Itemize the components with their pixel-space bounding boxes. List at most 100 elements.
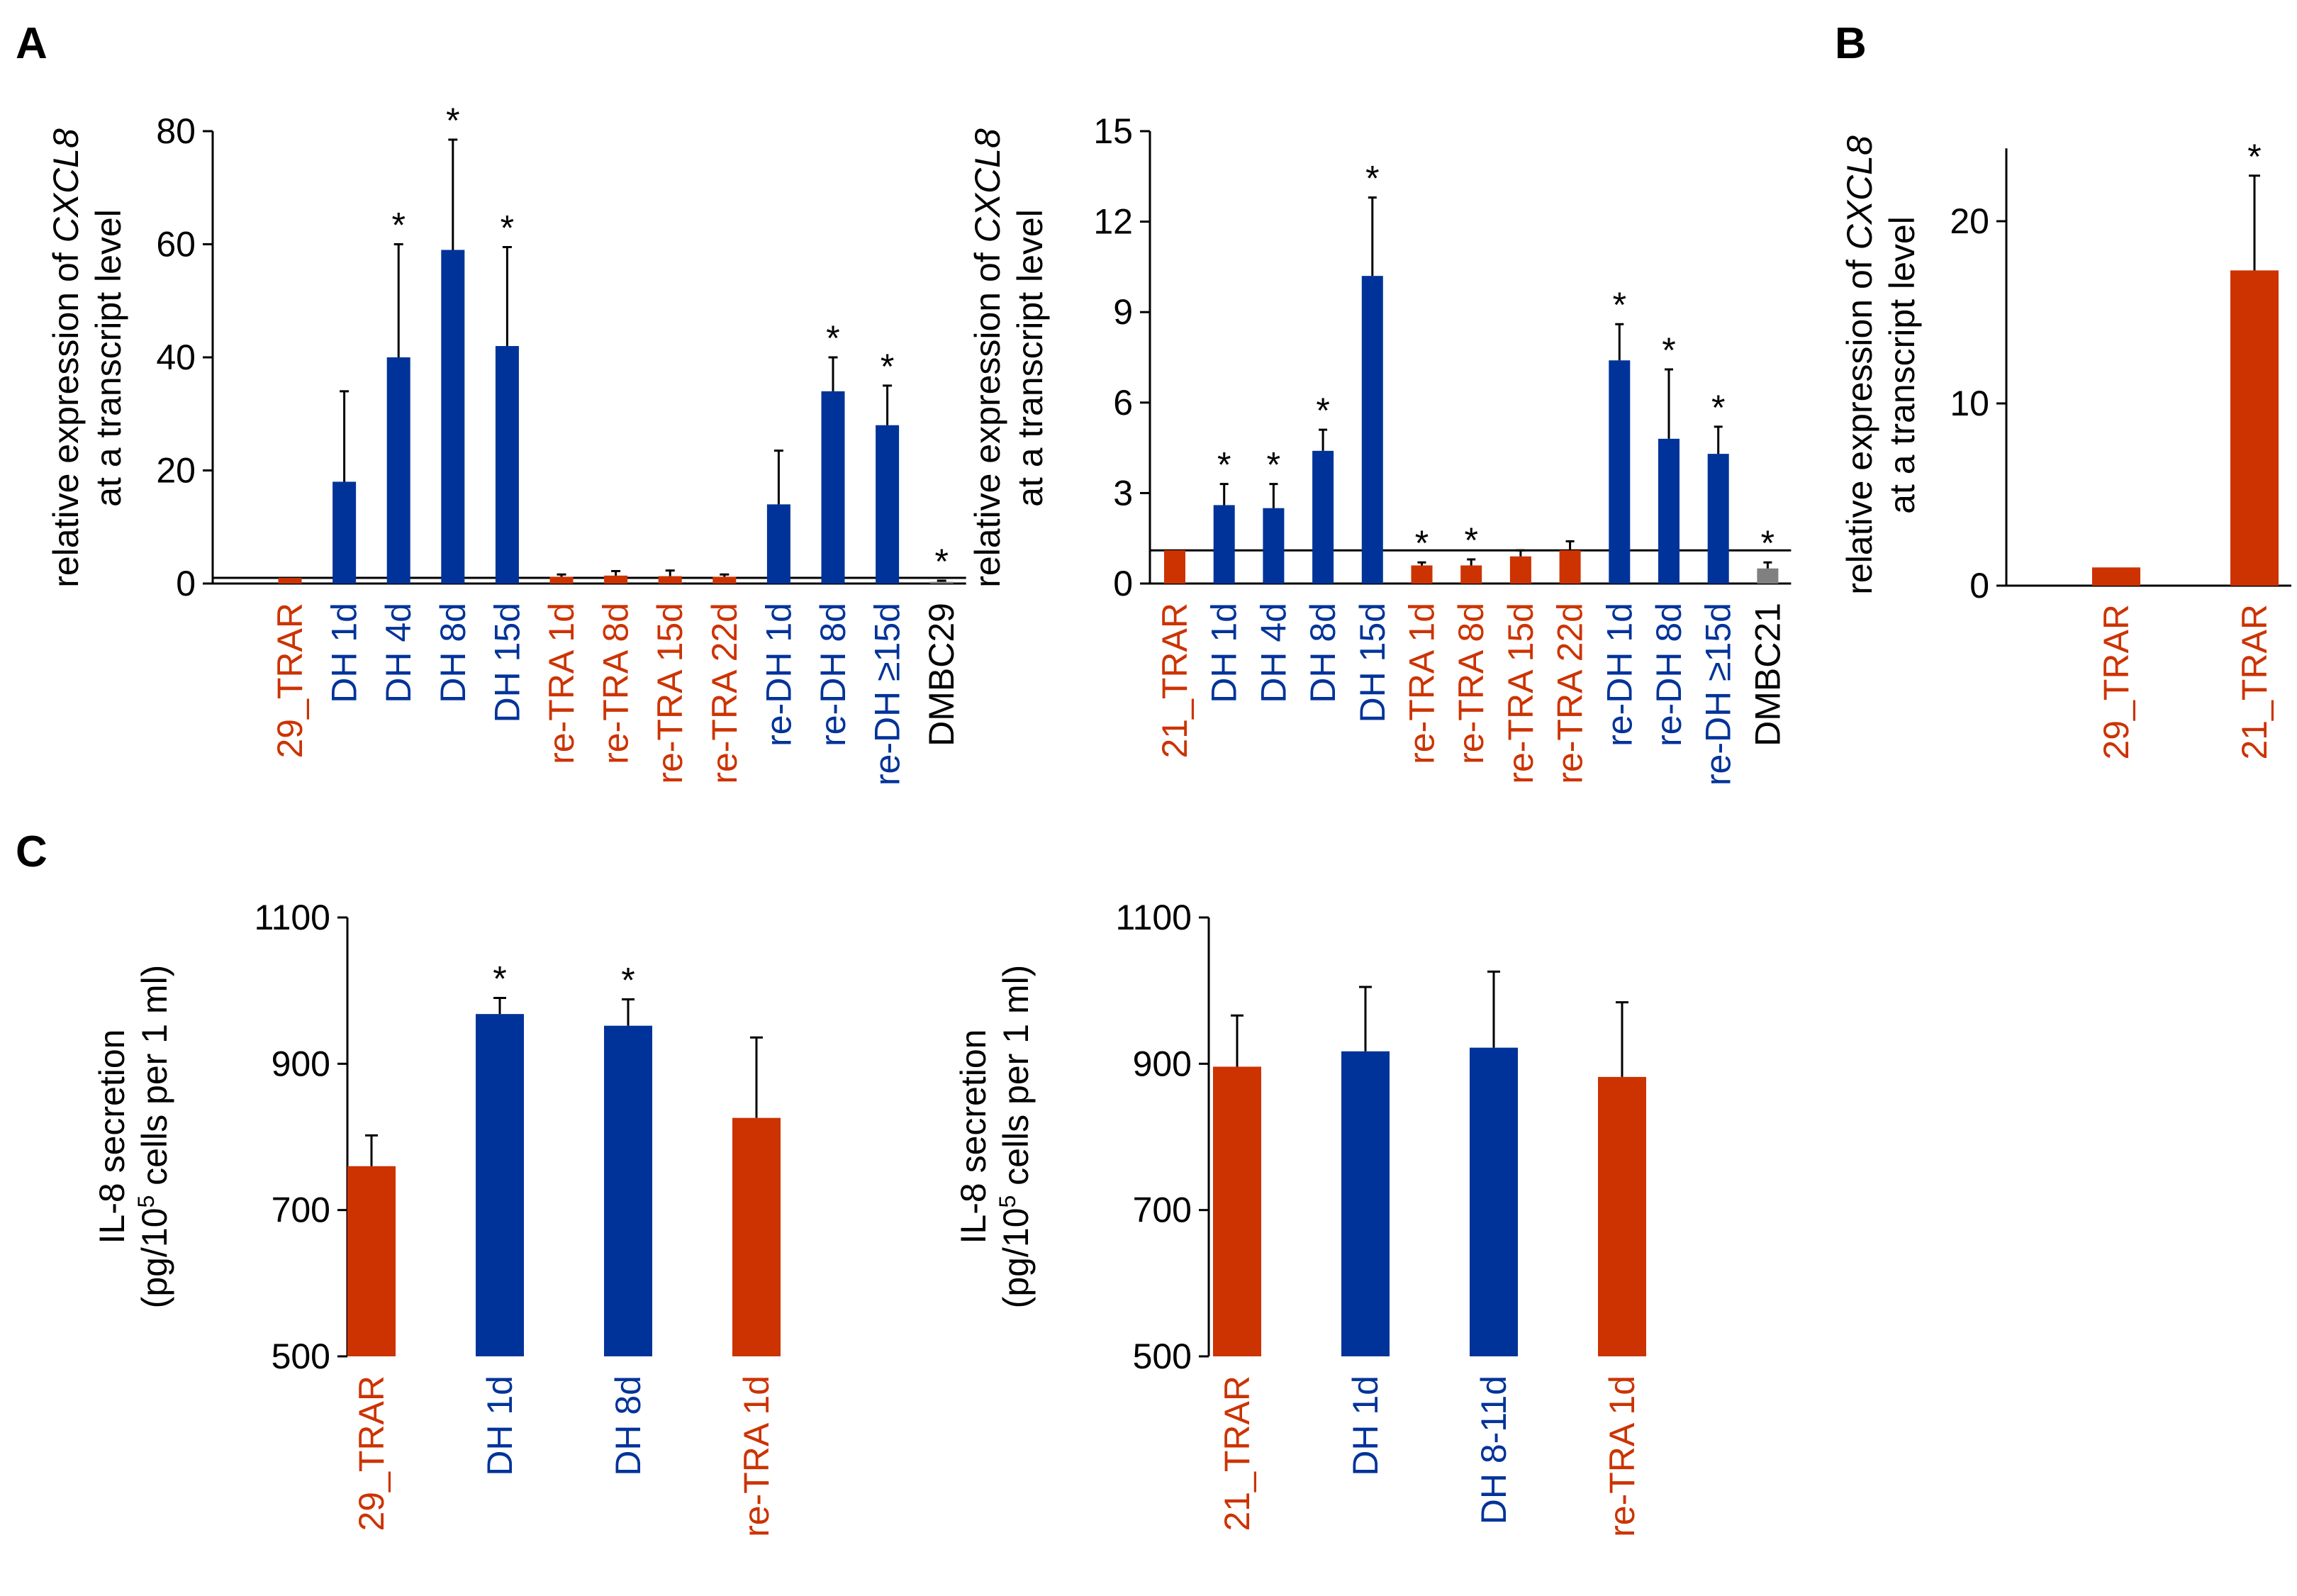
category-label: DH 1d bbox=[1205, 603, 1244, 703]
y-tick-label: 0 bbox=[1969, 566, 1989, 606]
y-axis-label-line2: at a transcript level bbox=[1882, 216, 1922, 514]
bar-re-tra-1d bbox=[732, 1117, 781, 1356]
category-label: re-DH ≥15d bbox=[868, 603, 907, 786]
y-axis-label-superscript: 5 bbox=[995, 1195, 1020, 1208]
bar-re-dh-8d bbox=[1658, 438, 1680, 584]
bar-dh-8d bbox=[1312, 450, 1334, 584]
category-label: 29_TRAR bbox=[352, 1375, 391, 1531]
significance-star: * bbox=[1415, 523, 1429, 563]
y-axis-label-line2: at a transcript level bbox=[89, 209, 128, 507]
significance-star: * bbox=[881, 347, 894, 386]
category-label: DH 1d bbox=[325, 603, 364, 703]
y-tick-label: 1100 bbox=[1115, 898, 1192, 937]
category-label: DH 8-11d bbox=[1474, 1375, 1514, 1524]
category-label: DH 4d bbox=[1253, 603, 1293, 703]
significance-star: * bbox=[446, 101, 459, 140]
bar-re-tra-8d bbox=[1460, 565, 1482, 584]
bar-21-trar bbox=[1164, 550, 1185, 584]
bar-dh-1d bbox=[476, 1014, 524, 1356]
bar-dh-8d bbox=[441, 250, 465, 584]
category-label: re-DH ≥15d bbox=[1699, 603, 1738, 786]
bar-dmbc21 bbox=[1757, 568, 1779, 584]
category-label: re-TRA 22d bbox=[1550, 603, 1590, 784]
y-tick-label: 15 bbox=[1093, 111, 1133, 151]
y-tick-label: 900 bbox=[1133, 1044, 1192, 1083]
significance-star: * bbox=[1365, 159, 1379, 199]
significance-star: * bbox=[1662, 330, 1675, 370]
significance-star: * bbox=[2247, 137, 2261, 177]
category-label: 21_TRAR bbox=[1217, 1375, 1257, 1531]
significance-star: * bbox=[1761, 523, 1775, 563]
bar-re-tra-22d bbox=[712, 576, 737, 584]
bar-29-trar bbox=[2092, 567, 2140, 586]
category-label: DH 8d bbox=[608, 1375, 648, 1476]
bar-re-tra-8d bbox=[604, 575, 628, 584]
y-axis-label-line2: at a transcript level bbox=[1010, 209, 1050, 507]
bar-dh-1d bbox=[1341, 1051, 1390, 1356]
category-label: re-TRA 1d bbox=[1402, 603, 1442, 764]
category-label: re-TRA 1d bbox=[542, 603, 581, 764]
y-axis-label-line1: relative expression of bbox=[1840, 250, 1879, 594]
y-tick-label: 500 bbox=[272, 1336, 330, 1376]
y-tick-label: 12 bbox=[1093, 202, 1133, 242]
bar-dh-4d bbox=[386, 357, 410, 584]
category-label: re-DH 1d bbox=[1599, 603, 1639, 747]
y-tick-label: 10 bbox=[1950, 384, 1989, 423]
bar-21-trar bbox=[2230, 270, 2279, 586]
y-axis-label: relative expression of CXCL8at a transcr… bbox=[968, 128, 1050, 588]
y-axis-label: IL-8 secretion(pg/105 cells per 1 ml) bbox=[92, 965, 174, 1309]
category-label: re-DH 1d bbox=[759, 603, 798, 747]
y-axis-label-line1: IL-8 secretion bbox=[92, 1029, 132, 1244]
category-label: DMBC29 bbox=[922, 603, 961, 747]
significance-star: * bbox=[1613, 285, 1626, 325]
category-label: re-TRA 1d bbox=[1602, 1375, 1642, 1537]
significance-star: * bbox=[501, 208, 514, 247]
y-axis-label-line2: (pg/10 bbox=[135, 1208, 174, 1309]
significance-star: * bbox=[1316, 391, 1329, 430]
significance-star: * bbox=[826, 318, 839, 358]
bar-dh-8d bbox=[604, 1025, 652, 1356]
chart-b: 0 10 20 relative expression of CXCL8at a tr… bbox=[1840, 135, 2291, 760]
category-label: DH 15d bbox=[1353, 603, 1392, 723]
category-label: DH 8d bbox=[1303, 603, 1343, 703]
category-label: re-TRA 1d bbox=[737, 1375, 776, 1537]
y-axis-label-line1: relative expression of bbox=[46, 242, 86, 587]
category-label: 29_TRAR bbox=[270, 603, 310, 759]
bar-dh-1d bbox=[332, 481, 357, 584]
panel-label-b: B bbox=[1835, 19, 1867, 68]
category-label: DH 8d bbox=[433, 603, 473, 703]
y-tick-label: 500 bbox=[1133, 1336, 1192, 1376]
category-label: DH 1d bbox=[480, 1375, 520, 1476]
significance-star: * bbox=[493, 959, 506, 998]
y-tick-label: 20 bbox=[1950, 201, 1989, 241]
significance-star: * bbox=[1711, 388, 1725, 428]
y-tick-label: 700 bbox=[272, 1190, 330, 1230]
bar-21-trar bbox=[1213, 1066, 1261, 1356]
chart-a1: 0 20 40 60 80 relative expression of CXCL8at … bbox=[46, 101, 966, 786]
bar-re-tra-1d bbox=[549, 576, 574, 584]
bar-re-dh-15d bbox=[876, 425, 900, 584]
significance-star: * bbox=[621, 961, 635, 1000]
category-label: re-DH 8d bbox=[1649, 603, 1689, 747]
y-axis-label-line1: IL-8 secretion bbox=[954, 1029, 993, 1244]
significance-star: * bbox=[1267, 445, 1280, 485]
category-label: 29_TRAR bbox=[2096, 604, 2136, 760]
bar-re-dh-1d bbox=[766, 504, 790, 584]
y-tick-label: 60 bbox=[156, 225, 196, 264]
y-axis-label: IL-8 secretion(pg/105 cells per 1 ml) bbox=[954, 965, 1036, 1309]
bar-29-trar bbox=[278, 578, 302, 584]
bar-dh-1d bbox=[1213, 505, 1235, 584]
bar-re-dh-1d bbox=[1609, 360, 1631, 584]
significance-star: * bbox=[391, 206, 405, 245]
bar-dh-15d bbox=[495, 346, 519, 584]
y-tick-label: 80 bbox=[156, 111, 196, 151]
bar-re-tra-1d bbox=[1598, 1076, 1646, 1356]
y-axis-label-superscript: 5 bbox=[133, 1195, 159, 1208]
y-tick-label: 1100 bbox=[254, 898, 330, 937]
bar-29-trar bbox=[347, 1166, 396, 1356]
category-label: re-TRA 22d bbox=[705, 603, 744, 784]
bar-dh-8-11d bbox=[1470, 1047, 1518, 1356]
y-tick-label: 0 bbox=[176, 564, 196, 603]
significance-star: * bbox=[934, 542, 948, 581]
